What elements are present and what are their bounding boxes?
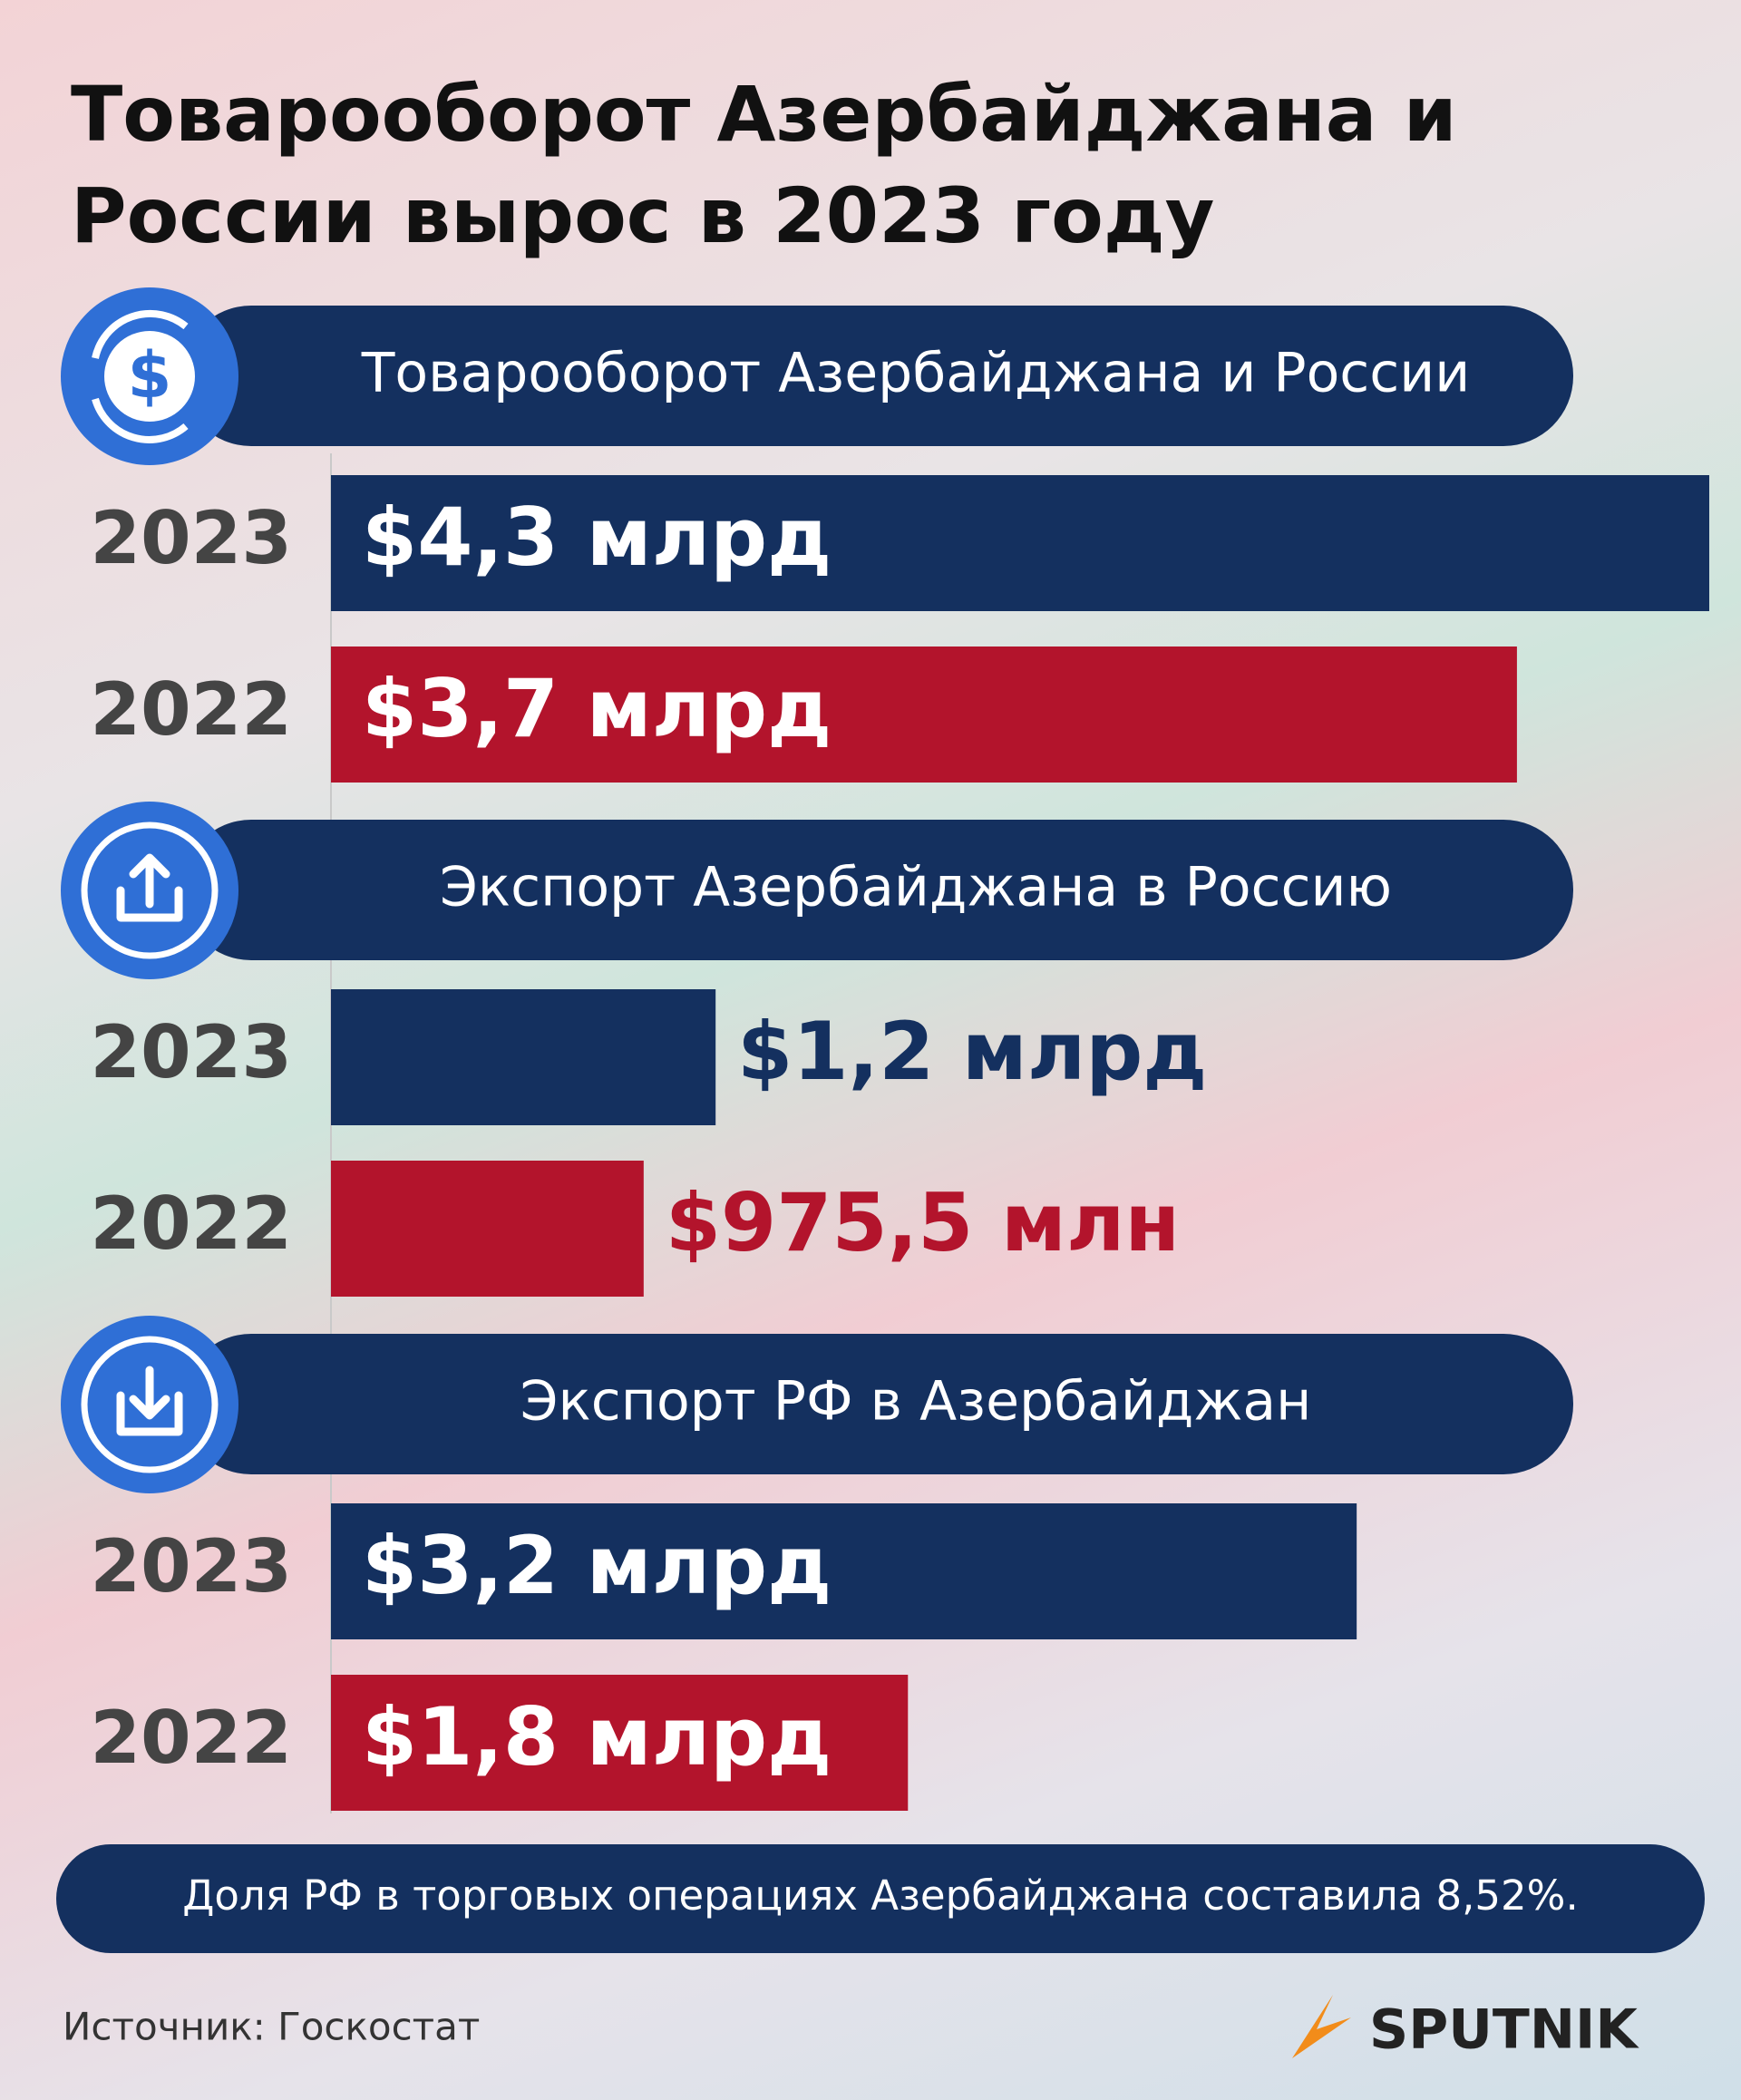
header-pill <box>181 1334 1573 1474</box>
note: Доля РФ в торговых операциях Азербайджан… <box>182 1872 1579 1920</box>
bar <box>331 1161 644 1297</box>
page-title: Товарооборот Азербайджана и России вырос… <box>71 70 1457 260</box>
source: Источник: Госкостат <box>63 2005 480 2049</box>
value-label: $1,8 млрд <box>362 1690 832 1784</box>
icon-arrow <box>116 1366 183 1436</box>
year-label: 2022 <box>90 667 292 752</box>
icon-inner <box>104 331 195 422</box>
value-label: $975,5 млн <box>666 1176 1180 1269</box>
icon <box>116 1366 183 1436</box>
group-title: Экспорт Азербайджана в Россию <box>440 856 1392 919</box>
note-pill <box>56 1844 1705 1953</box>
year-label: 2023 <box>90 496 292 580</box>
year-label: 2023 <box>90 1010 292 1094</box>
bar <box>331 989 716 1125</box>
group-title: Экспорт РФ в Азербайджан <box>520 1370 1312 1434</box>
year-label: 2023 <box>90 1524 292 1609</box>
icon-arrow <box>116 853 183 922</box>
header-pill <box>181 820 1573 960</box>
value-label: $3,7 млрд <box>362 662 832 755</box>
header-pill <box>181 306 1573 446</box>
icon <box>116 853 183 922</box>
bar <box>331 475 1709 611</box>
icon-inner <box>81 1336 219 1473</box>
logo: SPUTNIK <box>1369 1998 1639 2062</box>
group-title: Товарооборот Азербайджана и России <box>361 342 1471 405</box>
year-label: 2022 <box>90 1181 292 1266</box>
value-label: $4,3 млрд <box>362 491 832 584</box>
logo-icon <box>1292 1995 1351 2058</box>
year-label: 2022 <box>90 1696 292 1780</box>
icon-inner <box>81 822 219 959</box>
value-label: $3,2 млрд <box>362 1519 832 1612</box>
icon: $ <box>92 309 189 443</box>
bar <box>331 647 1517 783</box>
bar <box>331 1675 909 1811</box>
bar <box>331 1503 1357 1639</box>
value-label: $1,2 млрд <box>737 1005 1207 1098</box>
icon-arrow <box>92 309 189 443</box>
icon-glyph: $ <box>128 338 172 413</box>
